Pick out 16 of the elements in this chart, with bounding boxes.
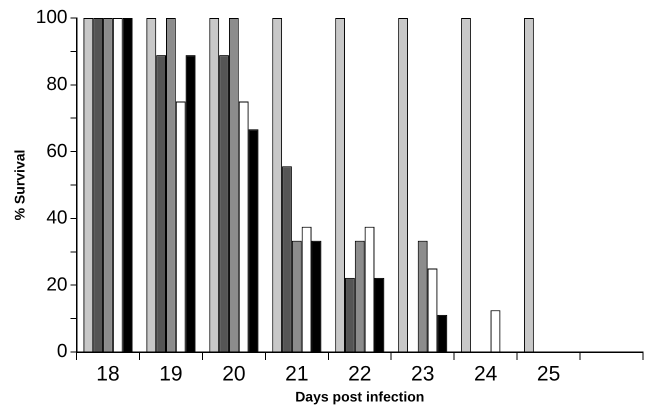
x-tick-label: 23 [411, 362, 434, 386]
x-tick-label: 25 [536, 362, 560, 386]
y-tick-label: 100 [36, 7, 68, 28]
y-tick-label: 80 [46, 74, 68, 96]
x-tick-label: 22 [348, 362, 372, 386]
x-tick-label: 20 [222, 362, 246, 386]
x-tick-label: 18 [96, 362, 120, 386]
y-tick-label: 0 [56, 341, 68, 362]
y-tick-label: 60 [46, 140, 68, 162]
y-tick-label: 20 [46, 274, 68, 296]
x-axis-title: Days post infection [295, 388, 424, 404]
y-tick-label: 40 [46, 208, 68, 229]
x-tick-label: 19 [159, 362, 183, 386]
y-axis-title: % Survival [11, 150, 28, 220]
x-tick-label: 21 [285, 362, 308, 386]
x-tick-label: 24 [474, 362, 498, 386]
